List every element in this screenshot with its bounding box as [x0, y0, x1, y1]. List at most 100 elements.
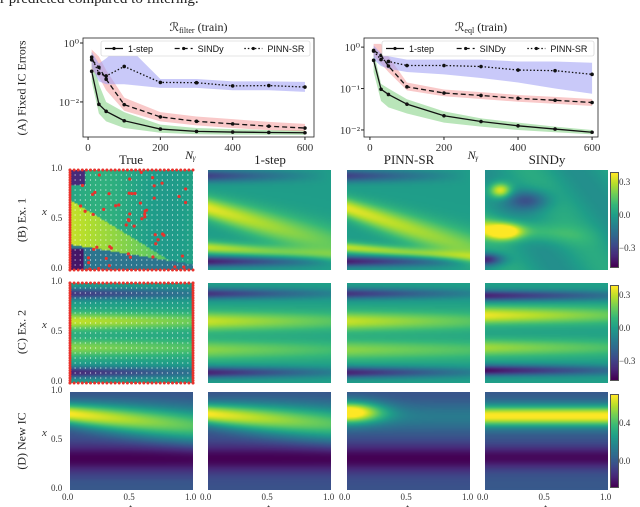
grid-point	[79, 264, 81, 266]
grid-point	[84, 239, 86, 241]
grid-point	[161, 342, 163, 344]
grid-point	[161, 194, 163, 196]
grid-point	[84, 322, 86, 324]
grid-point	[171, 249, 174, 251]
grid-point	[95, 264, 97, 266]
sensor-point	[84, 268, 88, 272]
grid-point	[136, 219, 138, 221]
grid-point	[89, 287, 92, 289]
sensor-point	[68, 191, 72, 194]
grid-point	[84, 357, 86, 359]
grid-point	[136, 332, 138, 334]
sensor-point	[127, 191, 131, 195]
sensor-point	[191, 268, 195, 272]
grid-point	[95, 239, 97, 241]
grid-point	[74, 342, 76, 344]
grid-point	[110, 312, 112, 314]
sensor-point	[130, 168, 133, 172]
sensor-point	[184, 187, 188, 191]
sensor-point	[125, 281, 129, 285]
grid-point	[161, 204, 163, 206]
grid-point	[177, 302, 179, 304]
grid-point	[156, 174, 158, 176]
data-point	[553, 98, 557, 103]
grid-point	[136, 239, 138, 241]
grid-point	[141, 209, 143, 211]
grid-point	[187, 287, 189, 289]
grid-point	[136, 342, 138, 344]
grid-point	[130, 322, 133, 324]
grid-point	[156, 179, 158, 181]
sensor-point	[93, 281, 97, 285]
sensor-point	[68, 181, 72, 184]
grid-point	[177, 352, 179, 354]
chart-title: ℛfilter (train)	[169, 20, 227, 35]
grid-point	[125, 337, 127, 339]
grid-point	[161, 322, 163, 324]
grid-point	[105, 332, 107, 334]
sensor-point	[183, 268, 187, 272]
grid-point	[156, 312, 158, 314]
sensor-point	[156, 238, 160, 242]
grid-point	[74, 174, 76, 176]
sensor-point	[72, 381, 76, 385]
grid-point	[120, 214, 122, 216]
grid-point	[141, 357, 143, 359]
grid-point	[187, 239, 189, 241]
grid-point	[161, 382, 163, 384]
grid-point	[100, 264, 102, 266]
sensor-point	[191, 306, 195, 310]
grid-point	[79, 342, 81, 344]
sensor-point	[128, 177, 132, 181]
grid-point	[115, 342, 117, 344]
grid-point	[156, 372, 158, 374]
grid-point	[130, 239, 133, 241]
grid-point	[100, 372, 102, 374]
grid-point	[136, 297, 138, 299]
sensor-point	[68, 309, 72, 312]
x-tick-label: 0.5	[400, 492, 412, 502]
grid-point	[74, 214, 76, 216]
grid-point	[84, 307, 86, 309]
grid-point	[115, 322, 117, 324]
grid-point	[161, 169, 163, 171]
grid-point	[166, 239, 168, 241]
grid-point	[161, 302, 163, 304]
sensor-point	[105, 168, 109, 172]
grid-point	[89, 244, 92, 246]
grid-point	[74, 219, 76, 221]
column-title-true: True	[118, 152, 144, 167]
grid-point	[161, 269, 163, 271]
y-tick-label: 0.0	[51, 376, 63, 386]
sensor-point	[191, 341, 195, 345]
grid-point	[105, 204, 107, 206]
sensor-point	[101, 281, 105, 285]
sensor-point	[68, 331, 72, 335]
grid-point	[120, 377, 122, 379]
grid-point	[115, 357, 117, 359]
grid-point	[192, 214, 194, 216]
sensor-point	[109, 381, 113, 385]
grid-point	[89, 199, 92, 201]
grid-point	[146, 229, 148, 231]
grid-point	[146, 214, 148, 216]
grid-point	[120, 332, 122, 334]
grid-point	[136, 357, 138, 359]
x-tick-label: 1.0	[462, 492, 474, 502]
grid-point	[136, 292, 138, 294]
grid-point	[84, 194, 86, 196]
grid-point	[100, 254, 102, 256]
grid-point	[100, 239, 102, 241]
grid-point	[177, 229, 179, 231]
data-point	[553, 68, 557, 73]
colorbar-tick-label: 0.0	[619, 456, 631, 467]
grid-point	[187, 357, 189, 359]
grid-point	[136, 249, 138, 251]
sensor-point	[175, 381, 179, 385]
grid-point	[166, 322, 168, 324]
grid-point	[136, 307, 138, 309]
sensor-point	[68, 376, 72, 380]
grid-point	[120, 357, 122, 359]
grid-point	[95, 259, 97, 261]
sensor-point	[68, 314, 72, 317]
